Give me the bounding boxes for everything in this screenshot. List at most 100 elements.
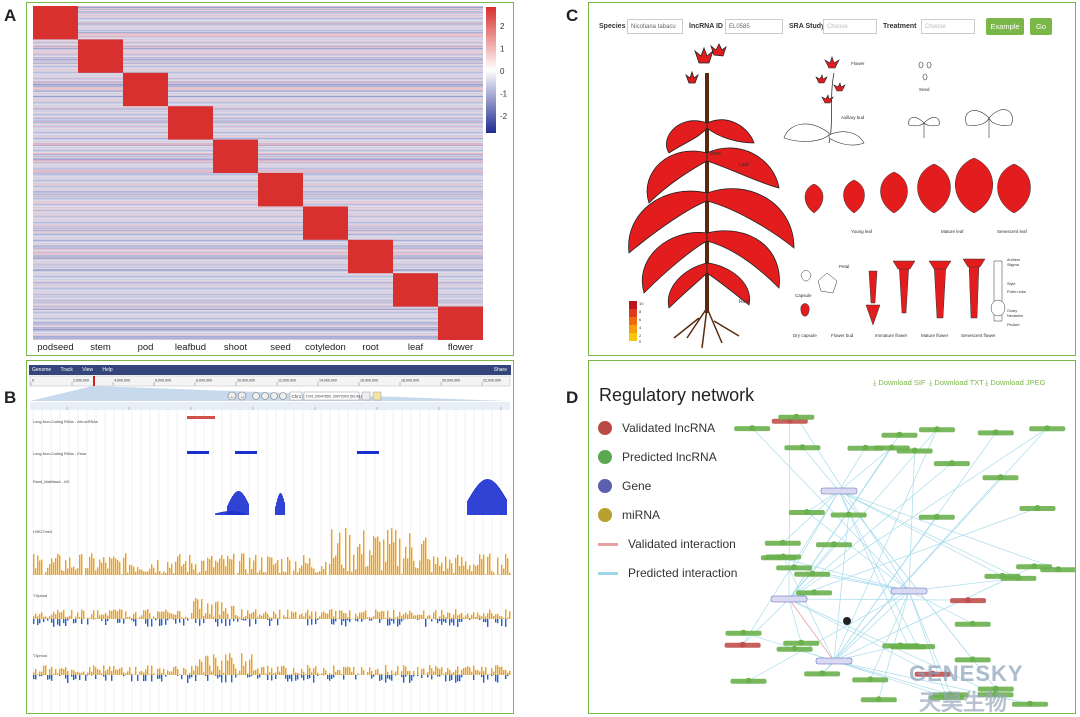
network-node-dot[interactable]	[749, 425, 756, 432]
gene-model[interactable]	[187, 416, 215, 419]
signal-bar	[85, 674, 87, 675]
gene-node[interactable]	[820, 487, 858, 495]
zoom-out-icon[interactable]	[252, 392, 260, 400]
signal-bar	[467, 569, 469, 575]
network-node-dot[interactable]	[1031, 563, 1038, 570]
treatment-select[interactable]: Choose	[921, 19, 975, 34]
menu-track[interactable]: Track	[60, 367, 73, 373]
download-jpeg-link[interactable]: ⤓ Download JPEG	[985, 378, 1046, 387]
track-label[interactable]: T3pmod	[33, 654, 47, 658]
lncrna-model[interactable]	[235, 451, 257, 454]
network-node-dot[interactable]	[739, 641, 746, 648]
download-sif-link[interactable]: ⤓ Download SIF	[873, 378, 926, 387]
location-input[interactable]	[303, 391, 360, 401]
network-node-dot[interactable]	[1055, 566, 1062, 573]
network-node-dot[interactable]	[779, 539, 786, 546]
pan-right-icon[interactable]	[237, 391, 247, 401]
network-node-dot[interactable]	[740, 629, 747, 636]
flower-series[interactable]	[800, 258, 1006, 326]
gene-node[interactable]	[815, 657, 853, 665]
network-node-dot[interactable]	[969, 656, 976, 663]
track-label[interactable]: Long-Non-Coding RNAs - Ensa	[33, 452, 87, 456]
signal-bar	[167, 611, 169, 619]
overview-position-marker[interactable]	[93, 376, 95, 386]
leaf-shape[interactable]	[917, 163, 951, 214]
network-node-dot[interactable]	[992, 691, 999, 698]
network-node-dot[interactable]	[933, 513, 940, 520]
go-location-icon[interactable]	[361, 391, 371, 401]
track-label[interactable]: H3K27me3	[33, 530, 52, 534]
network-node-dot[interactable]	[1044, 425, 1051, 432]
track-label[interactable]: Y3pmod	[33, 594, 47, 598]
network-node-dot[interactable]	[809, 570, 816, 577]
network-node-dot[interactable]	[934, 426, 940, 433]
network-node-dot[interactable]	[1034, 505, 1041, 511]
network-node-dot[interactable]	[969, 620, 976, 627]
zoom-in-small-icon[interactable]	[270, 392, 278, 400]
track-label[interactable]: Long-Non-Coding RNAs - Ath.ncRNAs	[33, 420, 98, 424]
network-node-dot[interactable]	[911, 447, 918, 454]
track-label[interactable]: Rand_Matthias4...r20	[33, 480, 69, 484]
network-node-dot[interactable]	[819, 670, 826, 677]
signal-bar	[141, 615, 143, 619]
network-node-dot[interactable]	[992, 429, 999, 436]
leaf-shape[interactable]	[843, 179, 865, 214]
network-node-dot[interactable]	[867, 676, 874, 683]
gene-node[interactable]	[890, 587, 928, 595]
species-select[interactable]: Nicotiana tabacu	[627, 19, 683, 34]
leaf-shape[interactable]	[880, 171, 908, 214]
network-node-dot[interactable]	[905, 643, 912, 650]
network-node-dot[interactable]	[831, 541, 837, 548]
network-node-dot[interactable]	[929, 670, 936, 677]
pan-left-icon[interactable]	[227, 391, 237, 401]
chrom-select[interactable]	[289, 391, 303, 401]
network-node-dot[interactable]	[845, 511, 852, 518]
leaf-shape[interactable]	[804, 183, 824, 214]
flowering-branch[interactable]	[783, 56, 865, 146]
network-node-dot[interactable]	[798, 639, 805, 646]
network-node-dot[interactable]	[862, 444, 869, 451]
network-node-dot[interactable]	[997, 474, 1004, 481]
lncrna-id-input[interactable]: EL0585	[725, 19, 783, 34]
download-txt-link[interactable]: ⤓ Download TXT	[929, 378, 984, 387]
gene-node[interactable]	[770, 595, 808, 603]
leaf-shape[interactable]	[997, 163, 1031, 214]
share-link[interactable]: Share	[493, 367, 507, 373]
network-node-dot[interactable]	[992, 685, 999, 692]
coverage-bar	[473, 490, 474, 515]
leaf-series[interactable]	[804, 157, 1031, 214]
zoom-out-small-icon[interactable]	[261, 392, 269, 400]
tobacco-plant[interactable]	[628, 43, 795, 349]
network-node-dot[interactable]	[888, 444, 895, 451]
network-node-dot[interactable]	[947, 691, 954, 698]
network-node-dot[interactable]	[745, 677, 752, 684]
network-node-dot[interactable]	[948, 460, 955, 467]
network-node-dot[interactable]	[799, 444, 806, 451]
menu-view[interactable]: View	[82, 367, 93, 373]
sra-study-select[interactable]: Choose	[823, 19, 877, 34]
highlight-icon[interactable]	[372, 391, 382, 401]
example-button[interactable]: Example	[986, 18, 1024, 35]
network-node-dot[interactable]	[791, 645, 798, 652]
network-node-dot[interactable]	[1027, 700, 1033, 707]
network-node-dot[interactable]	[791, 564, 798, 571]
network-node-dot[interactable]	[896, 431, 903, 438]
zoom-in-icon[interactable]	[279, 392, 287, 400]
lncrna-model[interactable]	[187, 451, 209, 454]
network-node-dot[interactable]	[803, 509, 810, 515]
seeds[interactable]	[918, 61, 932, 81]
network-node-dot[interactable]	[811, 589, 818, 596]
seedlings[interactable]	[908, 109, 1013, 138]
menu-help[interactable]: Help	[102, 367, 113, 373]
lncrna-model[interactable]	[357, 451, 379, 454]
menu-genome[interactable]: Genome	[32, 367, 52, 373]
leaf-shape[interactable]	[955, 157, 993, 214]
network-node-dot[interactable]	[780, 553, 787, 560]
mirna-node[interactable]	[843, 617, 851, 625]
network-node-dot[interactable]	[875, 696, 882, 703]
signal-bar	[81, 672, 83, 675]
network-node-dot[interactable]	[1015, 574, 1022, 581]
go-button[interactable]: Go	[1030, 18, 1052, 35]
network-node-dot[interactable]	[793, 413, 800, 420]
network-node-dot[interactable]	[965, 597, 971, 604]
